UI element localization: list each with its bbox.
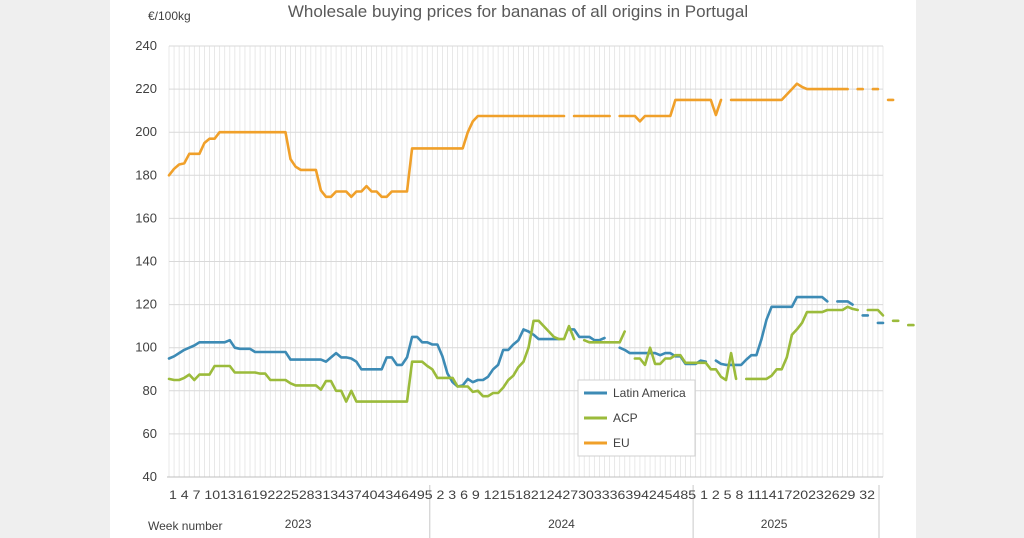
series-line-segment xyxy=(582,330,627,344)
chart-title: Wholesale buying prices for bananas of a… xyxy=(288,2,748,21)
y-tick-label: 140 xyxy=(135,254,157,269)
x-axis-label: Week number xyxy=(148,519,222,533)
series-line-segment xyxy=(167,114,566,199)
year-label: 2025 xyxy=(761,517,788,531)
year-labels: 2023 2024 2025 xyxy=(285,517,788,531)
y-axis-ticks: 40 60 80 100 120 140 160 180 200 220 240 xyxy=(135,38,157,484)
y-tick-label: 100 xyxy=(135,340,157,355)
year-label: 2023 xyxy=(285,517,312,531)
y-tick-label: 80 xyxy=(143,383,157,398)
legend: Latin America ACP EU xyxy=(577,379,696,457)
y-tick-label: 200 xyxy=(135,124,157,139)
y-tick-label: 240 xyxy=(135,38,157,53)
legend-label: EU xyxy=(613,436,630,450)
series-line-segment xyxy=(866,308,885,317)
x-tick-labels: 1 4 7 10131619222528313437404346495 2 3 … xyxy=(169,488,875,502)
series-line-segment xyxy=(167,328,561,388)
y-tick-label: 40 xyxy=(143,469,157,484)
y-tick-label: 180 xyxy=(135,167,157,182)
series-line-segment xyxy=(567,328,606,342)
legend-label: ACP xyxy=(613,411,638,425)
legend-label: Latin America xyxy=(613,386,686,400)
y-tick-label: 60 xyxy=(143,426,157,441)
y-unit-label: €/100kg xyxy=(148,9,191,23)
y-tick-label: 220 xyxy=(135,81,157,96)
series-line-segment xyxy=(633,346,738,382)
series-line-segment xyxy=(836,300,854,306)
series-line-segment xyxy=(167,319,576,403)
y-tick-label: 160 xyxy=(135,210,157,225)
y-tick-label: 120 xyxy=(135,297,157,312)
year-dividers xyxy=(429,485,880,538)
horizontal-gridlines xyxy=(169,45,883,478)
series-line-segment xyxy=(618,98,723,123)
series-line-segment xyxy=(729,82,849,102)
year-label: 2024 xyxy=(548,517,575,531)
legend-items: Latin America ACP EU xyxy=(584,386,686,450)
series-line-segment xyxy=(744,305,860,381)
series-lines xyxy=(167,82,915,403)
